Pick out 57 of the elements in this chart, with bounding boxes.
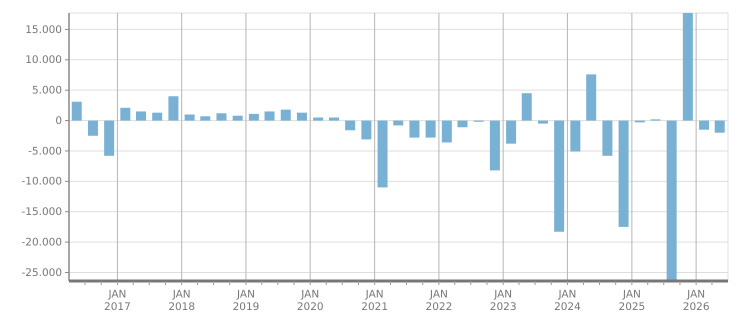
bar bbox=[378, 120, 388, 188]
x-tick-label: JAN 2018 bbox=[168, 288, 196, 313]
bar bbox=[248, 114, 259, 121]
bar bbox=[538, 120, 548, 124]
bar bbox=[345, 120, 356, 130]
y-tick-label: -10.000 bbox=[21, 176, 62, 188]
bar bbox=[104, 120, 114, 156]
bar bbox=[714, 120, 725, 133]
bar bbox=[152, 112, 162, 121]
y-tick-label: 5.000 bbox=[32, 84, 62, 97]
bar bbox=[264, 111, 275, 121]
x-tick-label: JAN 2020 bbox=[296, 288, 324, 313]
bar bbox=[361, 120, 372, 140]
bar bbox=[296, 112, 307, 121]
y-tick-label: -15.000 bbox=[21, 206, 62, 218]
y-tick-label: 15.000 bbox=[25, 24, 62, 36]
y-tick-label: 10.000 bbox=[25, 54, 62, 66]
bar bbox=[426, 120, 436, 138]
x-tick-label: JAN 2019 bbox=[232, 288, 260, 313]
bar bbox=[393, 120, 404, 126]
x-tick-label: JAN 2017 bbox=[104, 288, 131, 313]
bar bbox=[72, 102, 82, 121]
bar bbox=[313, 118, 324, 121]
bar bbox=[184, 114, 195, 121]
y-tick-label: 0 bbox=[55, 114, 62, 127]
bar bbox=[490, 120, 500, 170]
x-tick-label: JAN 2023 bbox=[490, 288, 517, 313]
y-tick-label: -25.000 bbox=[21, 266, 62, 279]
bar bbox=[618, 120, 629, 227]
bar bbox=[682, 13, 693, 121]
bar bbox=[458, 120, 468, 128]
bar bbox=[586, 74, 596, 121]
bar bbox=[554, 120, 564, 232]
x-tick-label: JAN 2022 bbox=[426, 288, 452, 313]
bar bbox=[570, 120, 580, 152]
bar bbox=[88, 120, 98, 136]
y-tick-label: -20.000 bbox=[21, 236, 62, 248]
bar bbox=[666, 120, 677, 281]
y-tick-label: -5.000 bbox=[28, 145, 62, 158]
bar bbox=[120, 108, 130, 121]
bar bbox=[216, 113, 226, 121]
bar bbox=[200, 116, 210, 121]
bar bbox=[602, 120, 612, 156]
bar bbox=[506, 120, 516, 144]
bar bbox=[232, 116, 243, 121]
bar bbox=[699, 120, 710, 130]
bar bbox=[168, 96, 178, 121]
x-tick-label: JAN 2026 bbox=[682, 288, 710, 313]
bar bbox=[328, 118, 339, 121]
bar bbox=[280, 110, 291, 121]
bar bbox=[522, 93, 532, 121]
bar bbox=[409, 120, 420, 138]
x-tick-label: JAN 2025 bbox=[618, 288, 646, 313]
x-tick-label: JAN 2021 bbox=[361, 288, 388, 313]
bar bbox=[442, 120, 452, 142]
bar bbox=[136, 111, 146, 121]
x-tick-label: JAN 2024 bbox=[554, 288, 582, 313]
